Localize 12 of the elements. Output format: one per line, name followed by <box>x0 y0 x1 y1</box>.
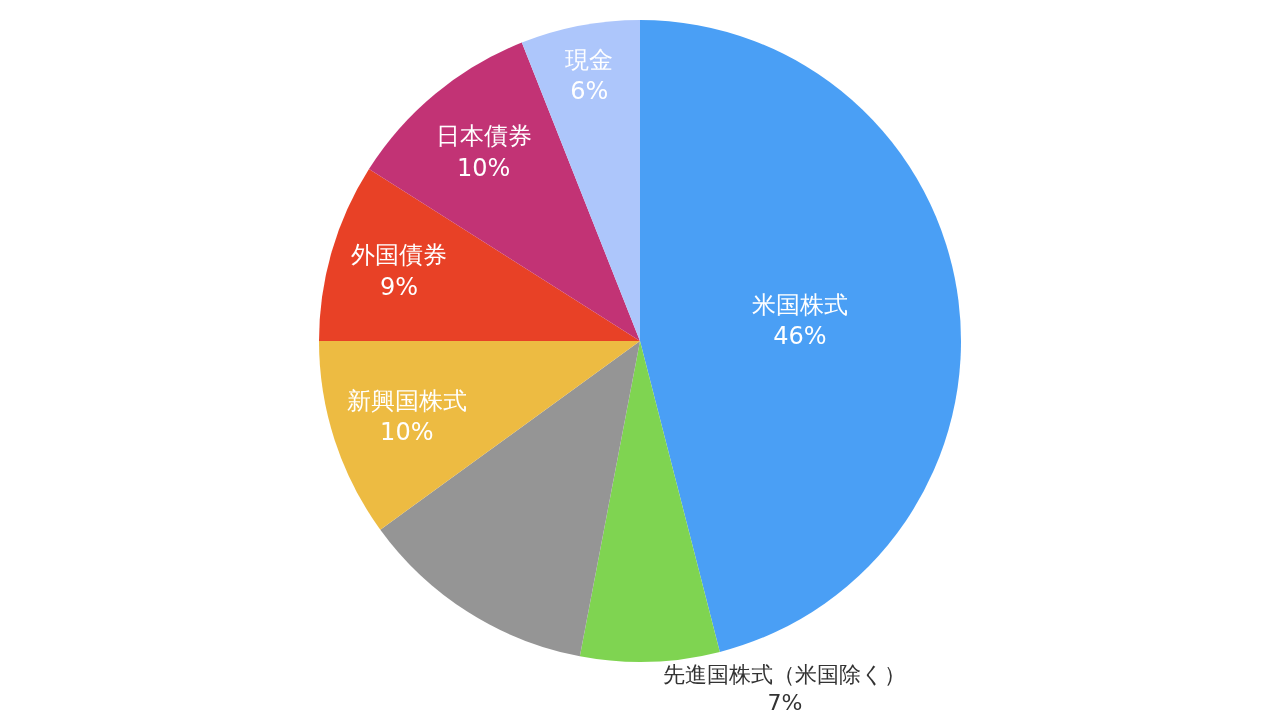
data-label: 7% <box>767 690 803 716</box>
slice-label: 現金 <box>565 45 614 74</box>
data-label: 6% <box>570 77 609 106</box>
data-label: 10% <box>457 153 511 182</box>
slice-label: 先進国株式（米国除く） <box>663 661 907 687</box>
slice-label: 日本債券 <box>435 122 532 151</box>
data-label: 9% <box>379 272 419 301</box>
data-label: 46% <box>773 322 827 351</box>
data-label: 10% <box>380 418 434 447</box>
slice-label: 米国株式 <box>751 291 848 320</box>
slice-label: 新興国株式 <box>346 387 467 416</box>
slice-label: 外国債券 <box>350 241 447 270</box>
